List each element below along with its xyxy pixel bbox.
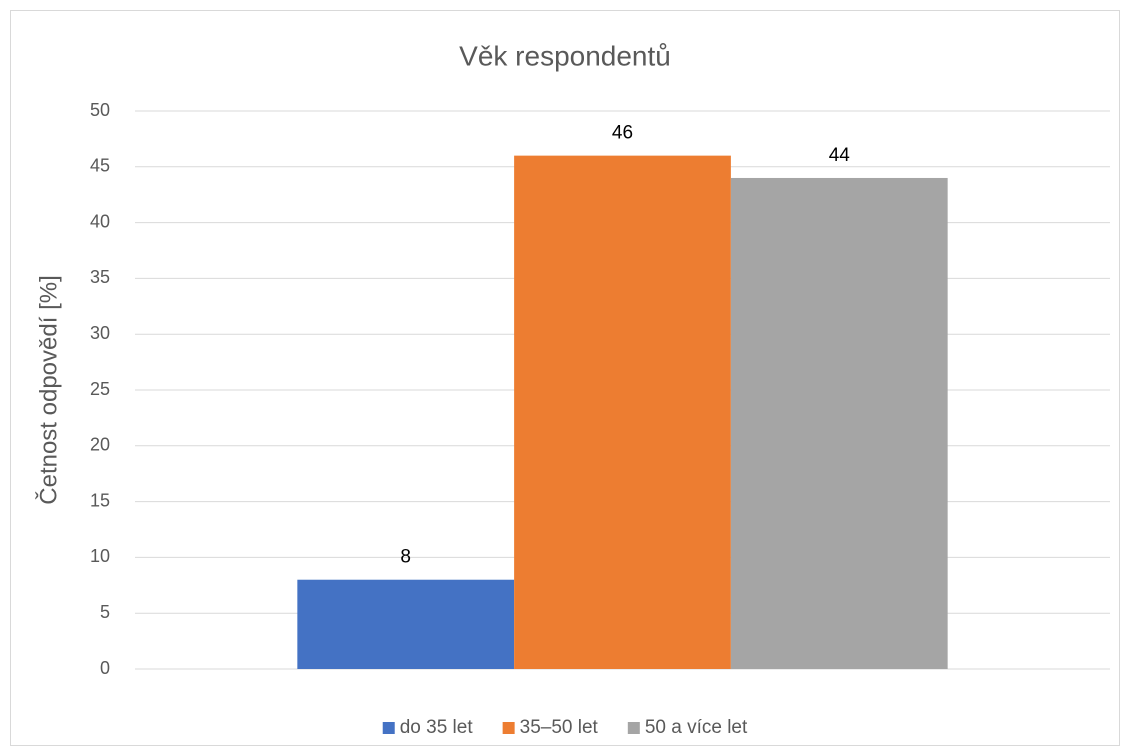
bar [514,155,731,669]
y-tick-label: 35 [90,267,110,287]
legend-swatch [627,722,640,734]
y-tick-label: 5 [100,602,110,622]
y-tick-label: 30 [90,323,110,343]
legend-swatch [382,722,395,734]
legend-label: 35–50 let [520,717,599,738]
y-tick-label: 15 [90,490,110,510]
y-tick-label: 45 [90,156,110,176]
y-tick-label: 40 [90,211,110,231]
chart-title: Věk respondentů [459,40,671,71]
y-tick-label: 0 [100,658,110,678]
data-label: 8 [400,547,411,568]
y-tick-label: 50 [90,100,110,120]
data-label: 46 [612,123,633,144]
y-tick-label: 10 [90,546,110,566]
y-axis-label: Četnost odpovědí [%] [34,275,62,504]
data-label: 44 [829,145,851,166]
legend-swatch [502,722,515,734]
y-tick-label: 25 [90,379,110,399]
bar [297,579,515,669]
legend-label: do 35 let [400,717,474,738]
bar [730,177,948,669]
y-tick-label: 20 [90,435,110,455]
legend-label: 50 a více let [645,717,748,738]
